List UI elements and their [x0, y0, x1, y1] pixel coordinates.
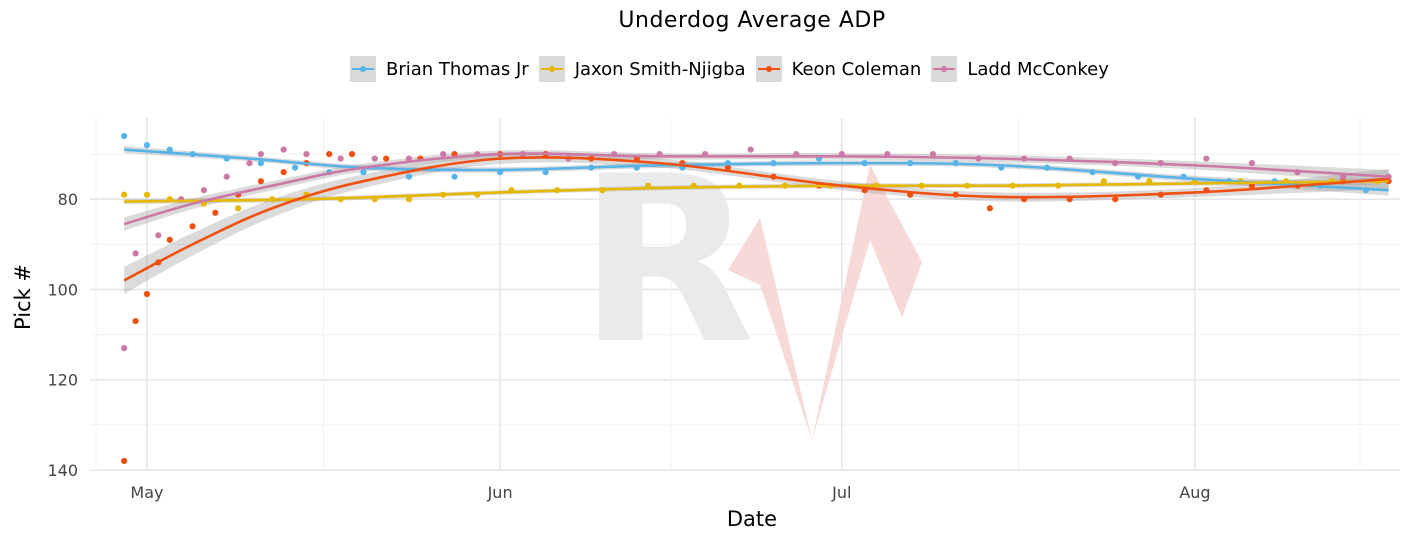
legend-item: Brian Thomas Jr: [350, 56, 529, 82]
legend-key-icon: [538, 56, 565, 82]
data-point: [121, 345, 128, 352]
data-point: [143, 141, 151, 149]
data-point: [212, 209, 219, 216]
data-point: [132, 250, 139, 257]
chart-title: Underdog Average ADP: [618, 8, 886, 33]
watermark-logo: R: [578, 128, 922, 440]
data-point: [246, 160, 253, 167]
legend-label: Keon Coleman: [791, 58, 922, 80]
trend-line: [123, 152, 1389, 226]
y-axis-title: Pick #: [11, 264, 35, 330]
data-point: [223, 173, 230, 180]
trend-line: [124, 179, 1389, 203]
x-tick-label: May: [130, 483, 163, 502]
y-tick-label: 120: [47, 371, 78, 390]
data-point: [189, 223, 196, 230]
trend-line: [124, 148, 1389, 192]
data-point: [121, 191, 128, 198]
legend: Brian Thomas Jr Jaxon Smith-Njigba Keon …: [350, 56, 1109, 82]
data-point: [155, 232, 162, 239]
data-point: [1203, 155, 1210, 162]
data-point: [440, 151, 447, 158]
confidence-band: [124, 145, 1389, 196]
data-point: [337, 155, 344, 162]
legend-item: Keon Coleman: [755, 56, 922, 82]
data-point: [303, 151, 310, 158]
x-axis-ticks: May Jun Jul Aug: [130, 483, 1210, 502]
data-point: [747, 146, 754, 153]
data-point: [132, 317, 139, 325]
data-point: [986, 205, 994, 212]
trend-lines: [123, 148, 1389, 282]
data-point: [1100, 178, 1107, 185]
data-point: [1248, 160, 1256, 167]
data-point: [451, 173, 458, 180]
x-axis-title: Date: [727, 507, 777, 531]
legend-item: Ladd McConkey: [931, 56, 1109, 82]
legend-item: Jaxon Smith-Njigba: [538, 56, 746, 82]
y-tick-label: 140: [47, 461, 78, 480]
data-point: [166, 146, 173, 153]
data-point: [280, 169, 287, 176]
data-point: [257, 178, 264, 185]
data-point: [291, 164, 299, 171]
data-point: [234, 205, 242, 212]
data-point: [200, 187, 208, 194]
data-point: [326, 151, 333, 158]
x-tick-label: Aug: [1179, 483, 1210, 502]
legend-label: Jaxon Smith-Njigba: [574, 58, 746, 80]
data-point: [405, 173, 413, 180]
data-point: [257, 160, 264, 167]
data-point: [166, 236, 173, 243]
data-point: [1112, 196, 1119, 203]
legend-label: Ladd McConkey: [967, 58, 1109, 80]
y-axis-ticks: 80 100 120 140: [47, 190, 78, 480]
y-tick-label: 80: [58, 190, 78, 209]
data-point: [348, 151, 356, 158]
data-point: [280, 146, 287, 153]
data-point: [257, 151, 264, 158]
data-point: [405, 155, 413, 162]
data-point: [383, 155, 390, 162]
data-point: [724, 164, 732, 171]
data-point: [1248, 182, 1256, 189]
svg-text:R: R: [578, 128, 755, 395]
legend-label: Brian Thomas Jr: [386, 58, 529, 80]
data-point: [405, 196, 413, 203]
data-point: [143, 191, 151, 198]
x-tick-label: Jun: [487, 483, 513, 502]
data-point: [542, 169, 549, 176]
data-point: [360, 169, 367, 176]
x-tick-label: Jul: [831, 483, 851, 502]
legend-key-icon: [755, 56, 782, 82]
data-point: [929, 151, 937, 158]
legend-key-icon: [931, 56, 958, 82]
data-point: [121, 132, 128, 140]
y-tick-label: 100: [47, 280, 78, 299]
legend-key-icon: [350, 56, 376, 82]
data-point: [371, 155, 378, 162]
trend-line: [123, 156, 1389, 282]
data-point: [143, 290, 151, 298]
data-point: [121, 457, 128, 465]
